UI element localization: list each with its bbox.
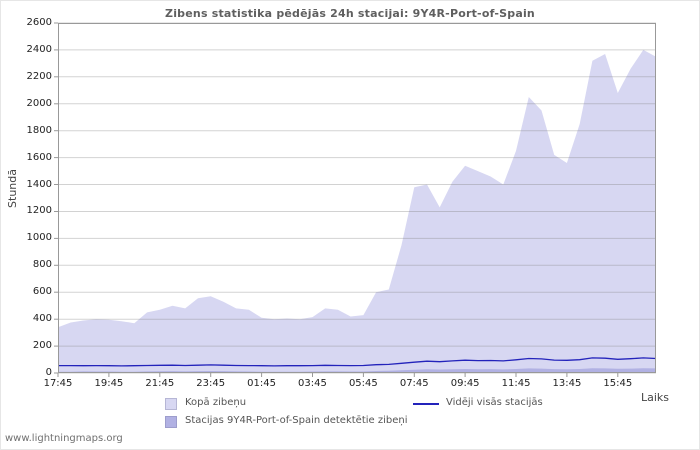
y-tick-label: 200: [32, 340, 52, 352]
y-tick-label: 2200: [26, 70, 52, 82]
x-tick-label: 13:45: [552, 378, 582, 389]
x-tick-label: 09:45: [450, 378, 480, 389]
x-tick-label: 19:45: [94, 378, 124, 389]
y-tick-label: 1200: [26, 205, 52, 217]
y-tick-label: 800: [32, 259, 52, 271]
y-tick-label: 0: [45, 367, 52, 378]
x-tick-label: 03:45: [298, 378, 327, 389]
y-tick-label: 1400: [26, 178, 52, 190]
chart-title: Zibens statistika pēdējās 24h stacijai: …: [165, 7, 535, 20]
y-tick-label: 400: [32, 313, 52, 325]
x-tick-label: 21:45: [145, 378, 175, 389]
y-tick-label: 1600: [26, 151, 52, 163]
y-tick-label: 2000: [26, 97, 52, 109]
legend-label-average: Vidēji visās stacijās: [446, 397, 543, 408]
legend-swatch-station: [165, 416, 177, 428]
y-tick-label: 1000: [26, 232, 52, 244]
x-tick-label: 17:45: [43, 378, 73, 389]
legend-swatch-total: [165, 398, 177, 410]
watermark-link[interactable]: www.lightningmaps.org: [5, 433, 123, 444]
legend-label-station: Stacijas 9Y4R-Port-of-Spain detektētie z…: [185, 415, 408, 426]
plot-area: [54, 22, 657, 377]
x-tick-label: 11:45: [501, 378, 531, 389]
y-tick-label: 600: [32, 286, 52, 298]
x-tick-label: 01:45: [247, 378, 276, 389]
x-tick-label: 23:45: [196, 378, 226, 389]
legend-label-total: Kopā zibeņu: [185, 397, 247, 408]
y-tick-label: 2600: [26, 17, 52, 28]
x-axis-title: Laiks: [640, 391, 669, 404]
x-tick-label: 07:45: [399, 378, 429, 389]
x-tick-label: 15:45: [603, 378, 633, 389]
x-tick-label: 05:45: [348, 378, 378, 389]
y-tick-label: 2400: [26, 43, 52, 55]
legend-line-average: [413, 403, 439, 405]
y-tick-label: 1800: [26, 124, 52, 136]
